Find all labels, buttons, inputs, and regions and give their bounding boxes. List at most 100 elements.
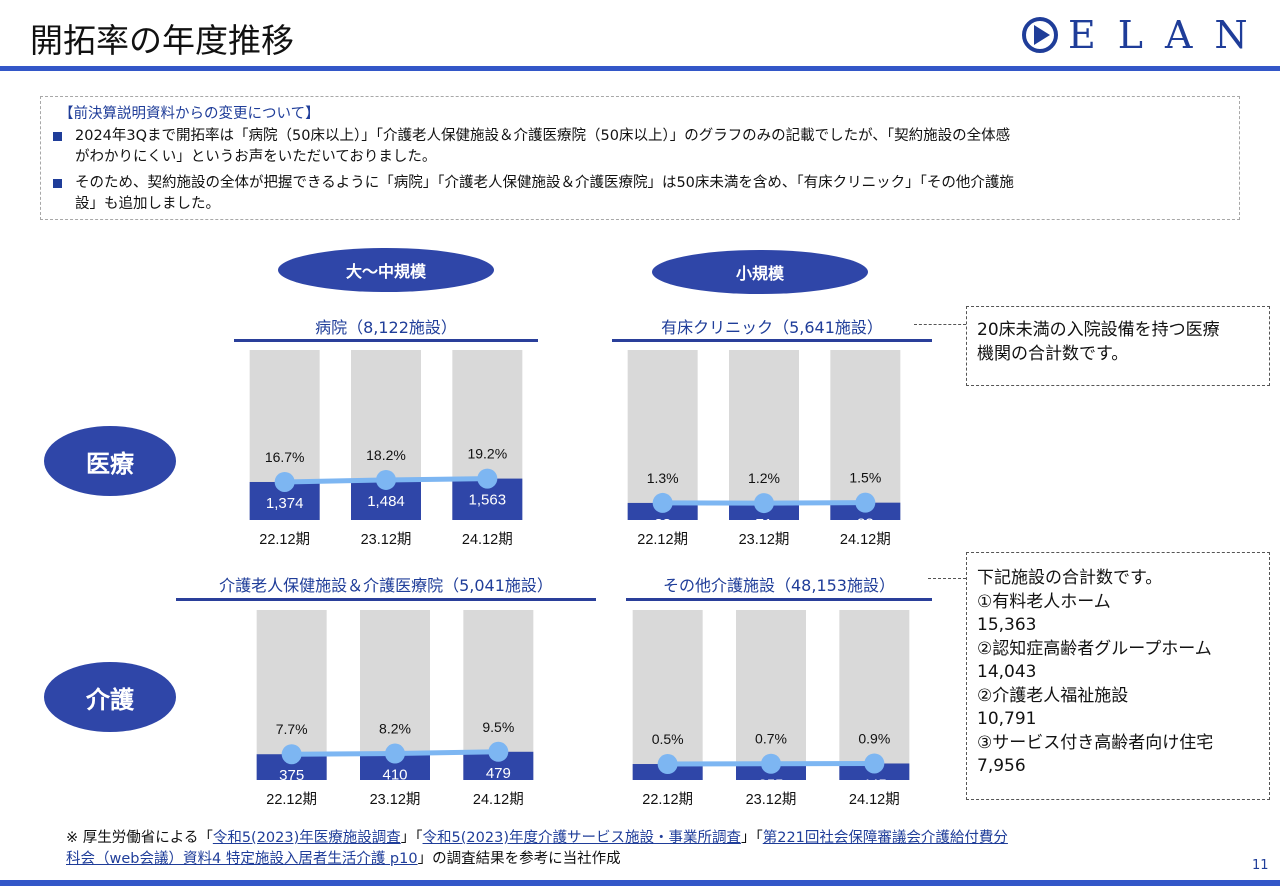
callout-leader [914, 324, 966, 325]
rate-point [488, 741, 509, 762]
chart-title-clinic: 有床クリニック（5,641施設） [661, 318, 883, 337]
company-logo: ELAN [1022, 13, 1270, 57]
note-bullet-line: がわかりにくい」というお声をいただいておりました。 [75, 149, 437, 165]
bar-value-label: 83 [654, 516, 671, 533]
rate-point [376, 469, 396, 490]
x-tick-label: 23.12期 [361, 531, 412, 548]
page-number: 11 [1252, 858, 1269, 873]
rate-point [855, 492, 876, 513]
rate-point [274, 471, 295, 492]
rate-label: 1.2% [748, 470, 780, 486]
callout-line: 7,956 [977, 756, 1026, 776]
callout-line: 10,791 [977, 709, 1037, 729]
rate-point [761, 753, 781, 774]
chart-clinic: 83 1.3% 22.12期 71 1.2% 23.12期 83 1.5% 24.12期 [627, 350, 901, 548]
rate-point [864, 753, 885, 774]
chart-title-care-health: 介護老人保健施設＆介護医療院（5,041施設） [219, 576, 553, 595]
x-tick-label: 24.12期 [849, 791, 900, 808]
footnote-text: 」の調査結果を参考に当社作成 [417, 851, 621, 867]
bar-background [839, 610, 910, 780]
rate-label: 0.9% [858, 730, 890, 746]
change-note-box: 【前決算説明資料からの変更について】 2024年3Qまで開拓率は「病院（50床以… [40, 96, 1240, 220]
callout-line: 機関の合計数です。 [977, 343, 1129, 364]
bar-value-label: 246 [655, 777, 680, 794]
rate-label: 19.2% [467, 446, 507, 462]
rate-label: 9.5% [482, 719, 514, 735]
bar-background [729, 350, 799, 520]
source-link-council-material[interactable]: 第221回社会保障審議会介護給付費分 [762, 830, 1008, 846]
other-care-callout: 下記施設の合計数です。 ①有料老人ホーム 15,363 ②認知症高齢者グループホ… [966, 552, 1270, 800]
callout-line: ②認知症高齢者グループホーム [977, 638, 1212, 659]
chart-title-hospital: 病院（8,122施設） [315, 318, 457, 337]
x-tick-label: 23.12期 [746, 791, 797, 808]
rate-label: 16.7% [265, 449, 305, 465]
note-heading: 【前決算説明資料からの変更について】 [59, 106, 320, 122]
note-bullet-line: 2024年3Qまで開拓率は「病院（50床以上）」「介護老人保健施設＆介護医療院（… [75, 128, 1011, 144]
rate-label: 0.5% [652, 731, 684, 747]
small-scale-label: 小規模 [652, 250, 868, 294]
callout-line: ②介護老人福祉施設 [977, 685, 1129, 706]
footnote-text: 」「 [400, 830, 423, 846]
chart-title-underline [234, 339, 538, 342]
callout-line: ①有料老人ホーム [977, 591, 1111, 612]
bar-value-label: 71 [756, 516, 773, 533]
bar-background [736, 610, 806, 780]
bar-value-label: 479 [486, 765, 511, 782]
large-scale-label: 大～中規模 [278, 248, 494, 292]
play-circle-icon [1022, 17, 1058, 53]
x-tick-label: 22.12期 [637, 531, 688, 548]
care-label: 介護 [44, 662, 176, 732]
rate-point [754, 493, 774, 514]
callout-line: 15,363 [977, 615, 1037, 635]
chart-title-underline [176, 598, 596, 601]
chart-hospital: 1,374 16.7% 22.12期 1,484 18.2% 23.12期 1,563 19.… [249, 350, 523, 548]
x-tick-label: 23.12期 [739, 531, 790, 548]
callout-line: 下記施設の合計数です。 [977, 568, 1163, 588]
bar-value-label: 445 [862, 776, 887, 793]
source-link-council-material[interactable]: 科会（web会議）資料4 特定施設入居者生活介護 p10 [66, 851, 418, 867]
bar-value-label: 1,484 [367, 493, 405, 510]
source-link-medical-survey[interactable]: 令和5(2023)年医療施設調査 [212, 830, 401, 846]
bar-background [627, 350, 698, 520]
note-bullet-line: そのため、契約施設の全体が把握できるように「病院」「介護老人保健施設＆介護医療院… [75, 175, 1014, 191]
callout-leader [928, 578, 966, 579]
callout-line: 14,043 [977, 662, 1037, 682]
bar-value-label: 83 [857, 516, 874, 533]
logo-text: ELAN [1068, 13, 1270, 57]
footnote-text: 」「 [740, 830, 763, 846]
footnote-text: ※ 厚生労働省による「 [66, 830, 213, 846]
x-tick-label: 22.12期 [259, 531, 310, 548]
page-title: 開拓率の年度推移 [30, 21, 294, 60]
source-link-care-survey[interactable]: 令和5(2023)年度介護サービス施設・事業所調査 [422, 830, 741, 846]
x-tick-label: 23.12期 [370, 791, 421, 808]
rate-label: 0.7% [755, 731, 787, 747]
bar-value-label: 1,563 [469, 492, 507, 509]
bar-value-label: 1,374 [266, 495, 304, 512]
x-tick-label: 22.12期 [642, 791, 693, 808]
x-tick-label: 24.12期 [462, 531, 513, 548]
rate-label: 18.2% [366, 447, 406, 463]
chart-title-other-care: その他介護施設（48,153施設） [663, 576, 895, 595]
rate-label: 7.7% [276, 721, 308, 737]
rate-label: 1.3% [647, 470, 679, 486]
header-divider [0, 66, 1280, 71]
callout-line: ③サービス付き高齢者向け住宅 [977, 732, 1214, 753]
rate-point [477, 468, 498, 489]
clinic-callout: 20床未満の入院設備を持つ医療 機関の合計数です。 [966, 306, 1270, 386]
chart-care-health: 375 7.7% 22.12期 410 8.2% 23.12期 479 9.5% 24.12期 [256, 610, 534, 808]
chart-title-underline [626, 598, 932, 601]
rate-point [281, 744, 302, 765]
bar-value-label: 355 [758, 777, 783, 794]
rate-point [652, 492, 673, 513]
rate-point [657, 754, 678, 775]
bar-background [830, 350, 901, 520]
source-footnote: ※ 厚生労働省による「令和5(2023)年医療施設調査」「令和5(2023)年度… [66, 828, 1246, 870]
rate-point [385, 743, 405, 764]
rate-label: 1.5% [849, 470, 881, 486]
callout-line: 20床未満の入院設備を持つ医療 [977, 320, 1220, 340]
x-tick-label: 24.12期 [840, 531, 891, 548]
x-tick-label: 22.12期 [266, 791, 317, 808]
square-bullet-icon [53, 179, 62, 188]
chart-title-underline [612, 339, 932, 342]
x-tick-label: 24.12期 [473, 791, 524, 808]
